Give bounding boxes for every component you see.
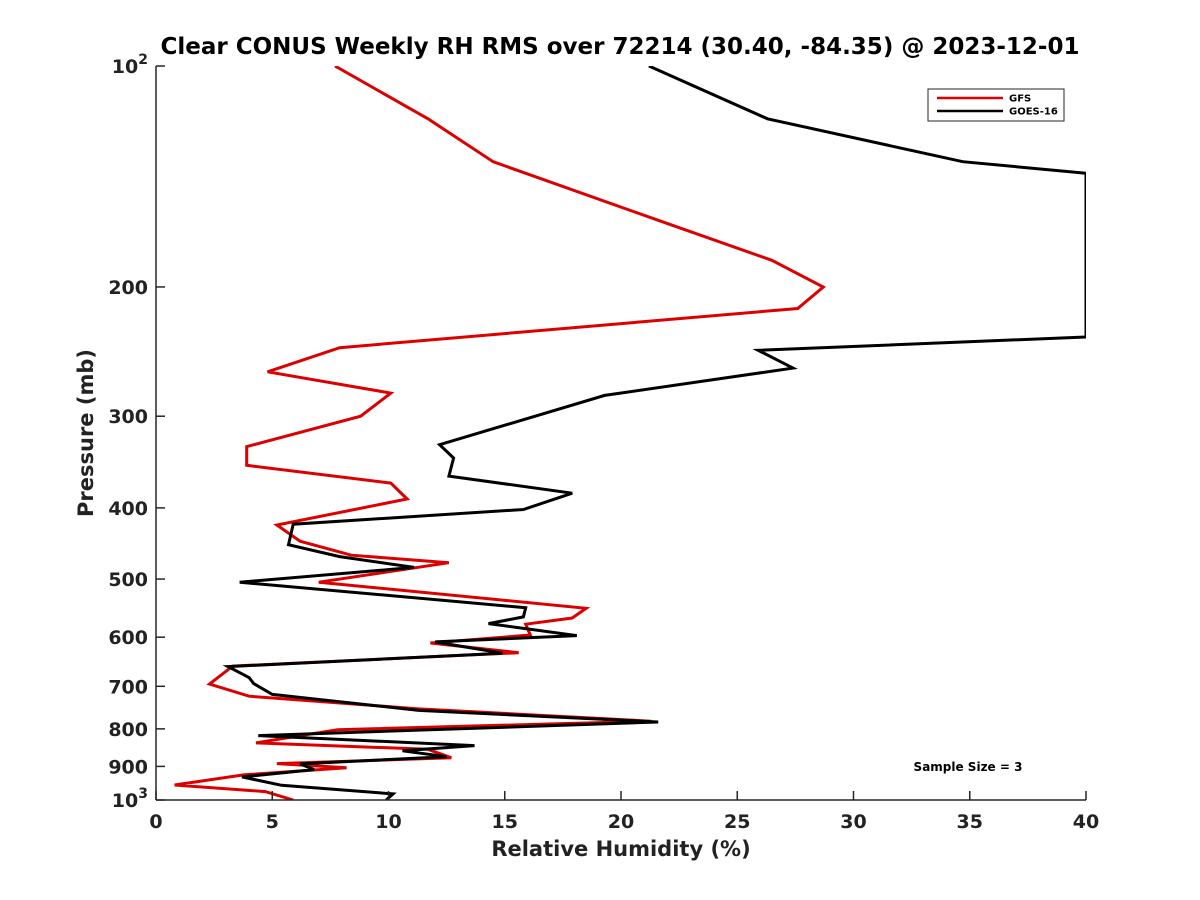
sample-size-annotation: Sample Size = 3: [914, 760, 1023, 774]
y-tick-label: 102: [112, 52, 148, 78]
y-tick-label: 200: [108, 277, 148, 299]
x-tick-label: 30: [840, 811, 866, 833]
series-layer: [174, 66, 1086, 800]
y-tick-label: 800: [108, 719, 148, 741]
y-tick-label: 400: [108, 498, 148, 520]
x-tick-label: 20: [608, 811, 634, 833]
x-tick-label: 35: [957, 811, 983, 833]
y-tick-label: 300: [108, 406, 148, 428]
legend-box: [927, 88, 1065, 122]
chart-title: Clear CONUS Weekly RH RMS over 72214 (30…: [161, 34, 1080, 60]
y-tick-label: 500: [108, 569, 148, 591]
y-tick-label: 900: [108, 756, 148, 778]
x-tick-label: 40: [1073, 811, 1099, 833]
x-axis-ticks: 0 5 10 15 20 25 30 35 40: [149, 791, 1099, 833]
x-tick-label: 0: [149, 811, 162, 833]
y-tick-label: 103: [112, 786, 148, 812]
x-tick-label: 25: [724, 811, 750, 833]
legend: GFS GOES-16: [927, 88, 1065, 122]
series-line-gfs: [174, 66, 826, 800]
x-tick-label: 15: [492, 811, 518, 833]
y-axis-ticks: 102 200 300 400 500 600 700 800 900 103: [108, 52, 165, 812]
y-tick-label: 700: [108, 676, 148, 698]
y-axis-label: Pressure (mb): [74, 349, 98, 517]
y-tick-label: 600: [108, 627, 148, 649]
x-tick-label: 10: [375, 811, 401, 833]
legend-label-goes16: GOES-16: [1009, 107, 1058, 118]
x-axis-label: Relative Humidity (%): [491, 837, 750, 861]
x-tick-label: 5: [266, 811, 279, 833]
series-line-goes16: [222, 66, 1086, 800]
legend-label-gfs: GFS: [1009, 94, 1031, 105]
